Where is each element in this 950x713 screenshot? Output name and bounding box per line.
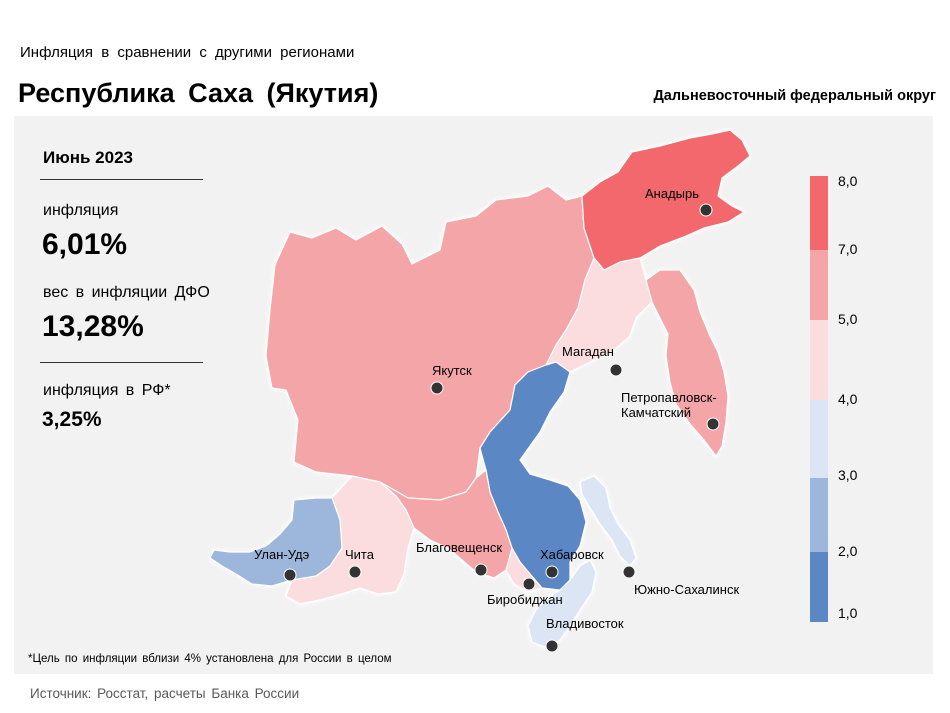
legend-bin-4-5 bbox=[810, 320, 828, 400]
legend-bin-7-8 bbox=[810, 176, 828, 250]
legend-bin-1-2 bbox=[810, 552, 828, 622]
legend-bin-2-3 bbox=[810, 478, 828, 552]
weight-value: 13,28% bbox=[42, 310, 144, 343]
city-dot-anadyr[interactable] bbox=[699, 203, 713, 217]
period-label: Июнь 2023 bbox=[43, 148, 133, 167]
city-label-chita: Чита bbox=[345, 547, 375, 562]
inflation-label: инфляция bbox=[43, 202, 119, 219]
city-dot-birobidzhan[interactable] bbox=[522, 577, 536, 591]
city-dot-ulanude[interactable] bbox=[283, 568, 297, 582]
region-kamchatka[interactable] bbox=[645, 269, 729, 457]
region-magadan[interactable] bbox=[545, 257, 653, 373]
page-title: Республика Саха (Якутия) bbox=[18, 78, 379, 108]
legend-bin-3-4 bbox=[810, 400, 828, 478]
source-note: Источник: Росстат, расчеты Банка России bbox=[30, 686, 300, 701]
rf-inflation-label: инфляция в РФ* bbox=[43, 382, 171, 399]
divider-bottom bbox=[40, 362, 203, 363]
legend-tick-8: 8,0 bbox=[838, 173, 858, 189]
legend-tick-5: 5,0 bbox=[838, 311, 858, 327]
city-label-ulanude: Улан-Удэ bbox=[254, 547, 310, 562]
region-buryatia[interactable] bbox=[209, 497, 343, 587]
legend-tick-2: 2,0 bbox=[838, 543, 858, 559]
city-dot-magadan[interactable] bbox=[609, 363, 623, 377]
region-sakhalin[interactable] bbox=[579, 475, 637, 567]
legend-tick-4: 4,0 bbox=[838, 391, 858, 407]
city-label-birobidzhan: Биробиджан bbox=[487, 592, 563, 607]
city-label-yakutsk: Якутск bbox=[432, 363, 472, 378]
divider-top bbox=[40, 179, 203, 180]
city-dot-yakutsk[interactable] bbox=[430, 381, 444, 395]
legend-tick-3: 3,0 bbox=[838, 467, 858, 483]
region-primorye[interactable] bbox=[527, 559, 597, 649]
footnote: *Цель по инфляции вблизи 4% установлена … bbox=[28, 653, 392, 665]
city-dot-sakhalinsk[interactable] bbox=[622, 565, 636, 579]
city-label-petropavlovsk-1: Петропавловск- bbox=[621, 390, 717, 405]
rf-inflation-value: 3,25% bbox=[42, 408, 102, 431]
district-label: Дальневосточный федеральный округ bbox=[653, 88, 936, 104]
inflation-value: 6,01% bbox=[42, 228, 128, 261]
legend-tick-1: 1,0 bbox=[838, 605, 858, 621]
weight-label: вес в инфляции ДФО bbox=[43, 284, 210, 301]
legend-bin-5-7 bbox=[810, 250, 828, 320]
city-label-blagoveshchensk: Благовещенск bbox=[416, 540, 502, 555]
subtitle: Инфляция в сравнении с другими регионами bbox=[20, 44, 355, 61]
city-label-magadan: Магадан bbox=[562, 344, 614, 359]
city-label-petropavlovsk-2: Камчатский bbox=[621, 405, 691, 420]
city-dot-petropavlovsk[interactable] bbox=[706, 417, 720, 431]
city-dot-vladivostok[interactable] bbox=[545, 639, 559, 653]
region-amur[interactable] bbox=[379, 469, 513, 579]
city-dot-blagoveshchensk[interactable] bbox=[474, 563, 488, 577]
city-label-vladivostok: Владивосток bbox=[546, 616, 624, 631]
legend: 8,0 7,0 5,0 4,0 3,0 2,0 1,0 bbox=[810, 173, 858, 622]
city-dot-khabarovsk[interactable] bbox=[545, 565, 559, 579]
city-label-anadyr: Анадырь bbox=[645, 186, 699, 201]
region-yakutia[interactable] bbox=[265, 185, 595, 501]
city-dot-chita[interactable] bbox=[348, 565, 362, 579]
city-label-khabarovsk: Хабаровск bbox=[540, 547, 604, 562]
city-label-sakhalinsk: Южно-Сахалинск bbox=[634, 582, 739, 597]
legend-tick-7: 7,0 bbox=[838, 241, 858, 257]
